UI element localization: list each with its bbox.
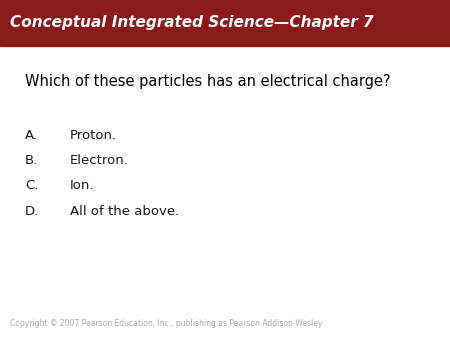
Text: Ion.: Ion. <box>70 179 94 192</box>
Text: B.: B. <box>25 154 38 167</box>
Text: A.: A. <box>25 129 38 142</box>
Text: Electron.: Electron. <box>70 154 129 167</box>
Text: Proton.: Proton. <box>70 129 117 142</box>
Text: Conceptual Integrated Science—Chapter 7: Conceptual Integrated Science—Chapter 7 <box>10 15 373 30</box>
Text: Copyright © 2007 Pearson Education, Inc., publishing as Pearson Addison-Wesley: Copyright © 2007 Pearson Education, Inc.… <box>10 319 322 328</box>
Text: C.: C. <box>25 179 38 192</box>
Text: Which of these particles has an electrical charge?: Which of these particles has an electric… <box>25 74 391 89</box>
Text: D.: D. <box>25 205 39 218</box>
Text: All of the above.: All of the above. <box>70 205 179 218</box>
